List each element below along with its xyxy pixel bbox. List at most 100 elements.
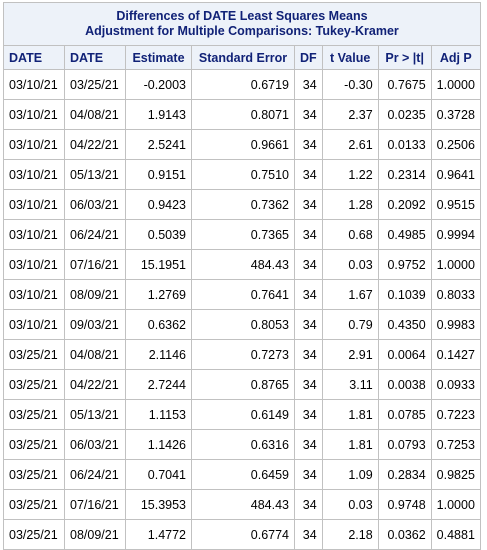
adj-p-cell: 0.7223	[430, 399, 481, 430]
column-header-df: DF	[294, 45, 323, 70]
adj-p-cell: 1.0000	[430, 489, 481, 520]
date-2-cell: 07/16/21	[64, 489, 126, 520]
adj-p-cell: 0.9983	[430, 309, 481, 340]
df-cell: 34	[294, 99, 323, 130]
df-cell: 34	[294, 519, 323, 550]
t-value-cell: 0.79	[321, 309, 379, 340]
date-1-cell: 03/10/21	[3, 309, 65, 340]
df-cell: 34	[294, 489, 323, 520]
standard-error-cell: 0.6719	[191, 69, 295, 100]
t-value-cell: 1.81	[321, 399, 379, 430]
table-row: 03/10/21 06/03/21 0.9423 0.7362 34 1.28 0.2092…	[3, 189, 481, 220]
adj-p-cell: 0.0933	[430, 369, 481, 400]
df-cell: 34	[294, 249, 323, 280]
df-cell: 34	[294, 369, 323, 400]
table-title-line: Differences of DATE Least Squares Means	[116, 9, 368, 23]
column-header-standard-error: Standard Error	[191, 45, 295, 70]
t-value-cell: 2.91	[321, 339, 379, 370]
standard-error-cell: 484.43	[191, 249, 295, 280]
pr-gt-abs-t-cell: 0.4985	[377, 219, 432, 250]
t-value-cell: 1.22	[321, 159, 379, 190]
date-2-cell: 04/08/21	[64, 99, 126, 130]
estimate-cell: 2.7244	[125, 369, 192, 400]
table-row: 03/25/21 08/09/21 1.4772 0.6774 34 2.18 0.0362…	[3, 519, 481, 550]
estimate-cell: 2.1146	[125, 339, 192, 370]
estimate-cell: 0.7041	[125, 459, 192, 490]
standard-error-cell: 484.43	[191, 489, 295, 520]
table-row: 03/25/21 06/24/21 0.7041 0.6459 34 1.09 0.2834…	[3, 459, 481, 490]
t-value-cell: 2.18	[321, 519, 379, 550]
date-2-cell: 05/13/21	[64, 159, 126, 190]
df-cell: 34	[294, 69, 323, 100]
standard-error-cell: 0.8765	[191, 369, 295, 400]
date-1-cell: 03/10/21	[3, 189, 65, 220]
pr-gt-abs-t-cell: 0.9752	[377, 249, 432, 280]
pr-gt-abs-t-cell: 0.0038	[377, 369, 432, 400]
standard-error-cell: 0.7510	[191, 159, 295, 190]
column-header-row: DATE DATE Estimate Standard Error DF t Value P…	[3, 45, 481, 70]
standard-error-cell: 0.8053	[191, 309, 295, 340]
table-body: 03/10/21 03/25/21 -0.2003 0.6719 34 -0.30 0.76…	[3, 69, 481, 550]
estimate-cell: 1.9143	[125, 99, 192, 130]
df-cell: 34	[294, 429, 323, 460]
standard-error-cell: 0.8071	[191, 99, 295, 130]
estimate-cell: 0.9151	[125, 159, 192, 190]
date-1-cell: 03/10/21	[3, 159, 65, 190]
column-header-pr-gt-abs-t: Pr > |t|	[377, 45, 432, 70]
table-row: 03/10/21 04/22/21 2.5241 0.9661 34 2.61 0.0133…	[3, 129, 481, 160]
table-row: 03/25/21 06/03/21 1.1426 0.6316 34 1.81 0.0793…	[3, 429, 481, 460]
date-1-cell: 03/25/21	[3, 459, 65, 490]
pr-gt-abs-t-cell: 0.0064	[377, 339, 432, 370]
date-1-cell: 03/10/21	[3, 219, 65, 250]
column-header-adj-p: Adj P	[430, 45, 481, 70]
t-value-cell: 3.11	[321, 369, 379, 400]
table-row: 03/10/21 03/25/21 -0.2003 0.6719 34 -0.30 0.76…	[3, 69, 481, 100]
standard-error-cell: 0.7362	[191, 189, 295, 220]
estimate-cell: 0.5039	[125, 219, 192, 250]
df-cell: 34	[294, 459, 323, 490]
adj-p-cell: 1.0000	[430, 69, 481, 100]
column-header-estimate: Estimate	[125, 45, 192, 70]
standard-error-cell: 0.6774	[191, 519, 295, 550]
date-2-cell: 06/03/21	[64, 189, 126, 220]
table-subtitle-line: Adjustment for Multiple Comparisons: Tuk…	[85, 24, 399, 38]
lsmeans-differences-table-container: Differences of DATE Least Squares Means …	[3, 2, 481, 550]
adj-p-cell: 0.9515	[430, 189, 481, 220]
date-1-cell: 03/10/21	[3, 249, 65, 280]
df-cell: 34	[294, 129, 323, 160]
table-row: 03/25/21 05/13/21 1.1153 0.6149 34 1.81 0.0785…	[3, 399, 481, 430]
date-2-cell: 06/03/21	[64, 429, 126, 460]
df-cell: 34	[294, 189, 323, 220]
estimate-cell: -0.2003	[125, 69, 192, 100]
pr-gt-abs-t-cell: 0.4350	[377, 309, 432, 340]
date-2-cell: 04/22/21	[64, 369, 126, 400]
lsmeans-differences-table: Differences of DATE Least Squares Means …	[3, 2, 481, 550]
pr-gt-abs-t-cell: 0.2092	[377, 189, 432, 220]
pr-gt-abs-t-cell: 0.0235	[377, 99, 432, 130]
adj-p-cell: 0.1427	[430, 339, 481, 370]
standard-error-cell: 0.7641	[191, 279, 295, 310]
table-row: 03/10/21 09/03/21 0.6362 0.8053 34 0.79 0.4350…	[3, 309, 481, 340]
adj-p-cell: 0.9994	[430, 219, 481, 250]
adj-p-cell: 0.4881	[430, 519, 481, 550]
date-1-cell: 03/25/21	[3, 429, 65, 460]
t-value-cell: 1.67	[321, 279, 379, 310]
df-cell: 34	[294, 339, 323, 370]
t-value-cell: 0.68	[321, 219, 379, 250]
column-header-date-1: DATE	[3, 45, 65, 70]
estimate-cell: 1.4772	[125, 519, 192, 550]
estimate-cell: 1.2769	[125, 279, 192, 310]
standard-error-cell: 0.9661	[191, 129, 295, 160]
date-2-cell: 06/24/21	[64, 219, 126, 250]
adj-p-cell: 0.9825	[430, 459, 481, 490]
estimate-cell: 1.1153	[125, 399, 192, 430]
adj-p-cell: 0.9641	[430, 159, 481, 190]
estimate-cell: 0.9423	[125, 189, 192, 220]
date-2-cell: 07/16/21	[64, 249, 126, 280]
estimate-cell: 2.5241	[125, 129, 192, 160]
df-cell: 34	[294, 309, 323, 340]
table-row: 03/10/21 05/13/21 0.9151 0.7510 34 1.22 0.2314…	[3, 159, 481, 190]
table-row: 03/25/21 07/16/21 15.3953 484.43 34 0.03 0.974…	[3, 489, 481, 520]
date-2-cell: 06/24/21	[64, 459, 126, 490]
date-2-cell: 03/25/21	[64, 69, 126, 100]
